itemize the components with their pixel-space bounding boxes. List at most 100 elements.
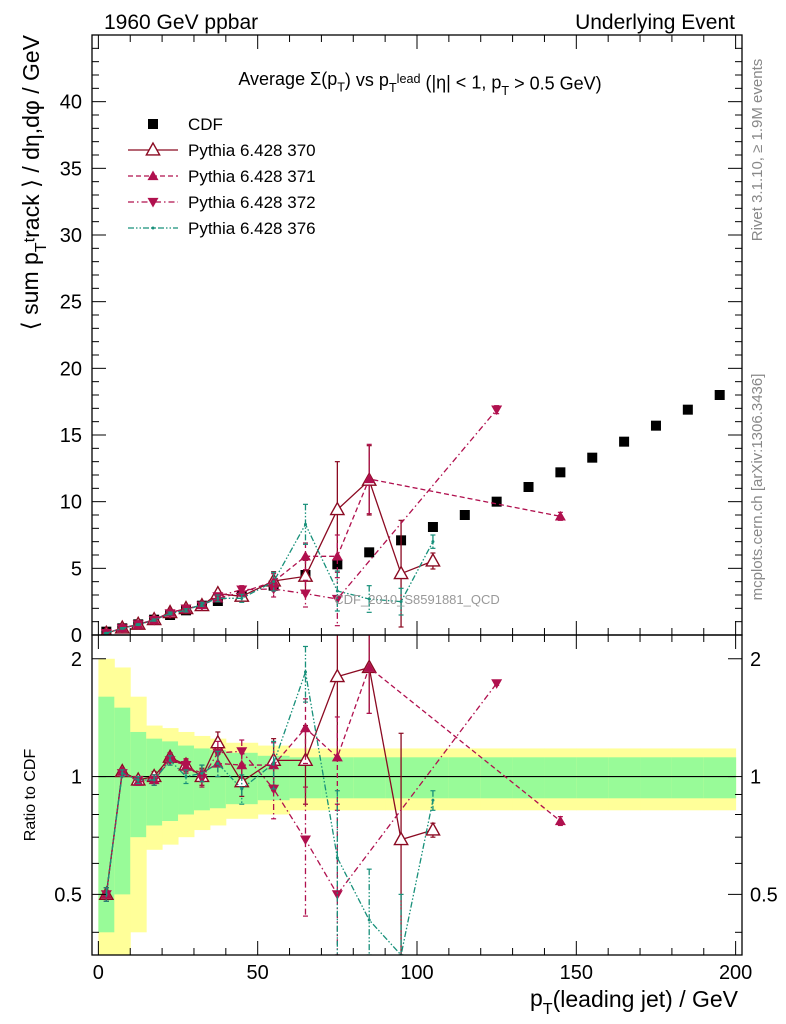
y-tick-label: 0.5 [54,884,82,906]
ratio-axis-label: Ratio to CDF [22,749,39,842]
data-point [184,775,188,779]
inner-band-bin [353,757,386,799]
data-point [120,626,124,630]
data-point [184,608,188,612]
data-point [240,596,244,600]
y-tick-label: 5 [71,558,82,580]
y-tick-label: 25 [60,292,82,314]
legend-item: Pythia 6.428 372 [128,193,316,212]
inner-band-bin [178,745,195,815]
data-point [367,597,371,601]
inner-band-bin [544,757,577,799]
legend-item: Pythia 6.428 370 [128,141,316,160]
data-point [136,778,140,782]
legend: CDF Pythia 6.428 370 Pythia 6.428 371 Pythi… [128,115,316,238]
data-point [399,600,403,604]
y-tick-label-right: 0.5 [750,884,778,906]
data-point [619,436,630,447]
y-tick-label: 30 [60,225,82,247]
data-point [299,835,311,846]
data-point [393,565,409,580]
data-point [272,761,276,765]
series-pythia-6-428-371 [102,443,566,635]
data-point [682,404,693,415]
data-point [200,771,204,775]
data-point [364,547,375,558]
data-point [299,550,311,561]
inner-band-bin [608,757,641,799]
series-pythia-6-428-376 [103,645,436,955]
inner-band-bin [448,757,482,799]
data-point [329,501,346,516]
series-pythia-6-428-370 [100,445,441,635]
y-tick-label: 35 [60,158,82,180]
data-point [393,831,409,846]
data-point [329,668,346,683]
data-point [331,550,343,561]
legend-label: Pythia 6.428 370 [188,141,316,160]
data-point [555,467,566,478]
inner-band-bin [98,696,115,933]
y-axis-label: ⟨ sum pTtrack ⟩ / dη,dφ / GeV [17,34,50,330]
y-tick-label: 10 [60,492,82,514]
legend-item: CDF [148,115,223,134]
y-tick-label: 2 [71,649,82,671]
data-point [168,758,172,762]
legend-marker [147,170,159,181]
x-tick-label: 100 [400,962,433,984]
data-point [152,618,156,622]
data-point [431,540,435,544]
y-tick-label: 0 [71,625,82,647]
rivet-label: Rivet 3.1.10, ≥ 1.9M events [749,59,766,242]
data-point [200,602,204,606]
data-point [236,747,248,757]
inner-band-bin [640,757,673,799]
chart-title: Average Σ(pT) vs pTlead (|η| < 1, pT > 0… [238,69,601,98]
y-tick-label: 20 [60,358,82,380]
legend-marker [151,226,155,230]
data-point [120,771,124,775]
data-point [554,815,566,826]
data-point [104,892,108,896]
data-point [272,580,276,584]
x-tick-label: 50 [247,962,269,984]
y-tick-label: 15 [60,425,82,447]
series-line [105,671,434,955]
inner-band-bin [703,757,737,799]
data-point [650,420,661,431]
data-point [363,661,375,672]
data-point [425,821,441,836]
data-point [236,585,248,596]
inner-band-bin [480,757,514,799]
y-tick-label-right: 1 [750,767,761,789]
data-point [236,759,248,770]
data-point [303,522,307,526]
data-point [168,611,172,615]
inner-band-bin [209,749,227,809]
series-line [106,479,434,634]
legend-marker [147,197,159,208]
legend-marker [145,141,161,156]
data-point [459,510,470,520]
data-point [332,559,343,570]
inner-band-bin [576,757,609,799]
data-point [587,452,598,463]
data-point [136,623,140,627]
data-point [180,760,192,771]
data-point [523,482,534,492]
data-point [363,473,375,484]
data-point [427,522,438,532]
data-point [216,596,220,600]
analysis-watermark: CDF_2010_S8591881_QCD [334,592,500,607]
inner-band-bin [114,707,131,895]
main-plot-panel: 0 5 10 15 20 25 30 35 40 ⟨ sum pTtrack ⟩ / dη,dφ … [17,34,743,647]
data-point [431,798,435,802]
x-tick-label: 0 [93,962,104,984]
uncertainty-bands [98,658,737,955]
x-axis-label: pT(leading jet) / GeV [530,985,739,1018]
mcplots-label: mcplots.cern.ch [arXiv:1306.3436] [749,374,766,601]
legend-label: Pythia 6.428 376 [188,219,316,238]
legend-label: Pythia 6.428 371 [188,167,316,186]
